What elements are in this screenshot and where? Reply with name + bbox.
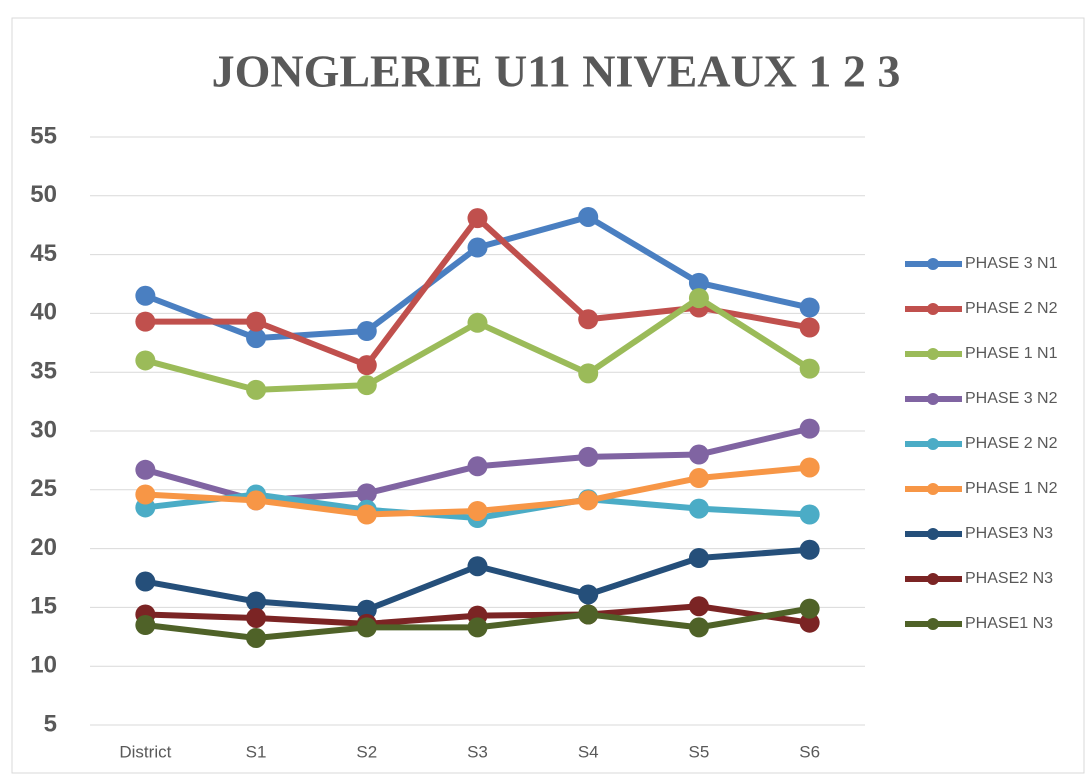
legend-label: PHASE 3 N1	[965, 255, 1058, 272]
point	[135, 311, 156, 332]
point	[467, 312, 488, 333]
point	[246, 328, 267, 349]
legend-label: PHASE 1 N1	[965, 345, 1058, 362]
y-tick-label: 25	[30, 475, 57, 502]
point	[688, 272, 709, 293]
point	[688, 617, 709, 638]
point	[356, 355, 377, 376]
point	[135, 484, 156, 505]
x-tick-label: S4	[578, 742, 599, 761]
x-tick-label: S5	[689, 742, 710, 761]
legend-marker	[927, 303, 939, 315]
y-tick-label: 35	[30, 358, 57, 385]
chart-title: JONGLERIE U11 NIVEAUX 1 2 3	[212, 46, 901, 97]
legend-marker	[927, 438, 939, 450]
legend-label: PHASE1 N3	[965, 615, 1053, 632]
y-tick-label: 10	[30, 652, 57, 679]
point	[578, 490, 599, 511]
point	[688, 444, 709, 465]
point	[799, 612, 820, 633]
y-tick-label: 45	[30, 240, 57, 267]
point	[467, 500, 488, 521]
point	[799, 418, 820, 439]
point	[135, 615, 156, 636]
legend-label: PHASE3 N3	[965, 525, 1053, 542]
point	[578, 206, 599, 227]
point	[799, 358, 820, 379]
y-tick-label: 40	[30, 299, 57, 326]
point	[688, 288, 709, 309]
point	[799, 317, 820, 338]
legend-label: PHASE2 N3	[965, 570, 1053, 587]
point	[578, 584, 599, 605]
point	[135, 459, 156, 480]
point	[467, 237, 488, 258]
point	[688, 596, 709, 617]
point	[688, 468, 709, 489]
point	[246, 311, 267, 332]
y-tick-label: 50	[30, 181, 57, 208]
point	[799, 457, 820, 478]
point	[246, 490, 267, 511]
legend-marker	[927, 348, 939, 360]
point	[135, 571, 156, 592]
point	[688, 498, 709, 519]
point	[467, 617, 488, 638]
point	[578, 363, 599, 384]
point	[578, 604, 599, 625]
point	[578, 309, 599, 330]
legend-marker	[927, 393, 939, 405]
point	[246, 607, 267, 628]
point	[356, 617, 377, 638]
point	[578, 446, 599, 467]
y-tick-label: 55	[30, 122, 57, 149]
point	[467, 208, 488, 229]
point	[688, 548, 709, 569]
point	[356, 599, 377, 620]
x-tick-label: S1	[246, 742, 267, 761]
legend-label: PHASE 2 N2	[965, 300, 1058, 317]
legend-label: PHASE 2 N2	[965, 435, 1058, 452]
legend-marker	[927, 483, 939, 495]
point	[246, 627, 267, 648]
x-tick-label: S3	[467, 742, 488, 761]
y-tick-label: 15	[30, 593, 57, 620]
y-tick-label: 5	[44, 710, 57, 737]
point	[467, 456, 488, 477]
legend-marker	[927, 528, 939, 540]
point	[799, 504, 820, 525]
chart-frame	[11, 17, 1085, 774]
point	[467, 556, 488, 577]
point	[135, 350, 156, 371]
x-tick-label: S2	[356, 742, 377, 761]
point	[356, 321, 377, 342]
point	[135, 285, 156, 306]
point	[356, 483, 377, 504]
y-tick-label: 30	[30, 416, 57, 443]
point	[799, 598, 820, 619]
point	[799, 297, 820, 318]
point	[246, 591, 267, 612]
x-tick-label: S6	[799, 742, 820, 761]
point	[356, 375, 377, 396]
legend-marker	[927, 618, 939, 630]
point	[356, 504, 377, 525]
x-tick-label: District	[119, 742, 171, 761]
y-tick-label: 20	[30, 534, 57, 561]
legend-label: PHASE 1 N2	[965, 480, 1058, 497]
point	[246, 379, 267, 400]
legend-marker	[927, 258, 939, 270]
point	[799, 539, 820, 560]
legend-label: PHASE 3 N2	[965, 390, 1058, 407]
legend-marker	[927, 573, 939, 585]
